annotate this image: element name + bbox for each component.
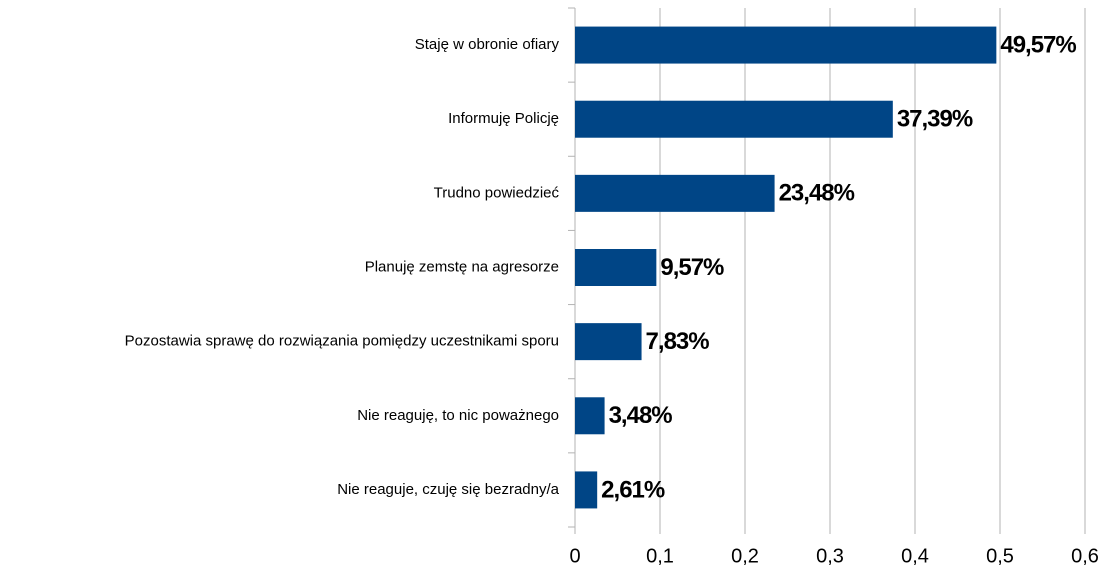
bar: [575, 249, 657, 286]
x-tick-label: 0,6: [1071, 545, 1099, 567]
y-tick-label: Pozostawia sprawę do rozwiązania pomiędz…: [125, 333, 559, 350]
value-label: 3,48%: [609, 402, 673, 429]
y-tick-label: Staję w obronie ofiary: [415, 36, 560, 53]
y-tick-label: Trudno powiedzieć: [434, 184, 560, 201]
y-tick-label: Planuję zemstę na agresorze: [365, 258, 559, 275]
x-tick-label: 0,5: [986, 545, 1014, 567]
value-label: 7,83%: [646, 328, 710, 355]
value-label: 49,57%: [1000, 31, 1076, 58]
x-tick-label: 0,3: [816, 545, 844, 567]
bar: [575, 100, 893, 138]
x-tick-label: 0: [569, 545, 580, 567]
bar: [575, 471, 598, 509]
bar: [575, 323, 642, 361]
bar: [575, 174, 775, 212]
y-tick-label: Nie reaguję, to nic poważnego: [357, 407, 559, 424]
value-label: 37,39%: [897, 106, 973, 133]
y-tick-label: Informuję Policję: [448, 110, 559, 127]
y-tick-label: Nie reaguje, czuję się bezradny/a: [337, 481, 559, 498]
bar: [575, 397, 605, 435]
value-label: 23,48%: [779, 180, 855, 207]
value-label: 9,57%: [660, 254, 724, 281]
x-tick-label: 0,4: [901, 545, 929, 567]
value-label: 2,61%: [601, 476, 665, 503]
x-tick-label: 0,1: [646, 545, 674, 567]
x-tick-label: 0,2: [731, 545, 759, 567]
bar: [575, 26, 997, 64]
